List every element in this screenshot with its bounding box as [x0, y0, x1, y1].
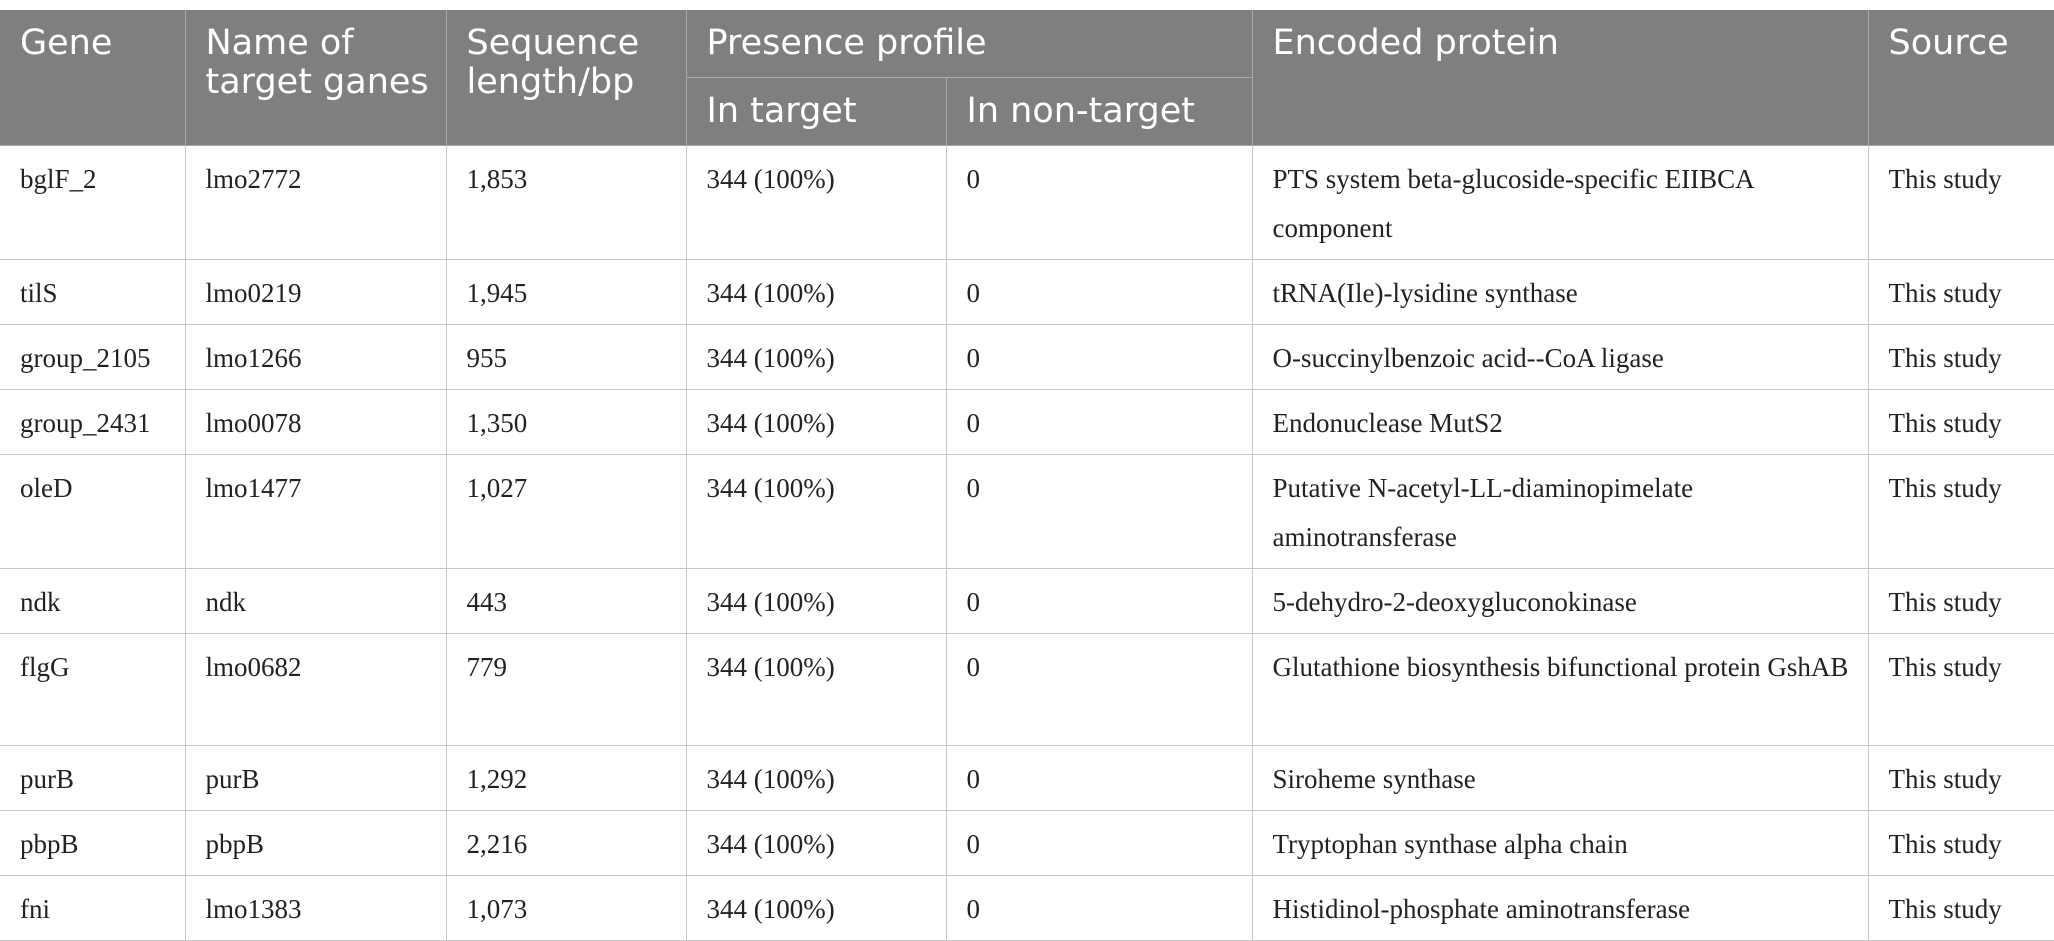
cell-in-target: 344 (100%) — [685, 259, 947, 325]
cell-gene: purB — [0, 745, 186, 811]
cell-length: 1,853 — [445, 145, 687, 260]
cell-length: 1,945 — [445, 259, 687, 325]
cell-source: This study — [1867, 389, 2054, 455]
table-row: oleD lmo1477 1,027 344 (100%) 0 Putative… — [0, 454, 2054, 569]
cell-target: purB — [184, 745, 447, 811]
cell-protein: tRNA(Ile)-lysidine synthase — [1251, 259, 1869, 325]
cell-in-target: 344 (100%) — [685, 633, 947, 746]
gene-table: Gene Name of target ganes Sequence lengt… — [0, 10, 2054, 941]
cell-in-target: 344 (100%) — [685, 810, 947, 876]
header-in-non-target: In non-target — [945, 77, 1252, 146]
cell-target: lmo1383 — [184, 875, 447, 941]
table-body: bglF_2 lmo2772 1,853 344 (100%) 0 PTS sy… — [0, 145, 2054, 941]
cell-source: This study — [1867, 810, 2054, 876]
cell-length: 443 — [445, 568, 687, 634]
cell-target: lmo0682 — [184, 633, 447, 746]
cell-target: lmo1477 — [184, 454, 447, 569]
cell-in-non-target: 0 — [945, 389, 1253, 455]
cell-source: This study — [1867, 259, 2054, 325]
cell-in-target: 344 (100%) — [685, 145, 947, 260]
cell-in-non-target: 0 — [945, 810, 1253, 876]
cell-in-non-target: 0 — [945, 633, 1253, 746]
cell-in-target: 344 (100%) — [685, 568, 947, 634]
header-gene: Gene — [0, 10, 186, 146]
cell-in-non-target: 0 — [945, 745, 1253, 811]
cell-source: This study — [1867, 568, 2054, 634]
header-presence-profile: Presence profile — [685, 10, 1253, 78]
cell-in-target: 344 (100%) — [685, 875, 947, 941]
cell-source: This study — [1867, 745, 2054, 811]
cell-in-target: 344 (100%) — [685, 454, 947, 569]
cell-gene: oleD — [0, 454, 186, 569]
cell-in-non-target: 0 — [945, 568, 1253, 634]
header-sequence-length: Sequence length/bp — [445, 10, 687, 146]
cell-length: 2,216 — [445, 810, 687, 876]
cell-gene: ndk — [0, 568, 186, 634]
table-row: group_2431 lmo0078 1,350 344 (100%) 0 En… — [0, 389, 2054, 455]
cell-source: This study — [1867, 875, 2054, 941]
table-row: tilS lmo0219 1,945 344 (100%) 0 tRNA(Ile… — [0, 259, 2054, 325]
cell-protein: Siroheme synthase — [1251, 745, 1869, 811]
cell-target: lmo2772 — [184, 145, 447, 260]
table-row: purB purB 1,292 344 (100%) 0 Siroheme sy… — [0, 745, 2054, 811]
cell-in-target: 344 (100%) — [685, 389, 947, 455]
cell-source: This study — [1867, 633, 2054, 746]
cell-gene: group_2105 — [0, 324, 186, 390]
cell-gene: bglF_2 — [0, 145, 186, 260]
table-row: group_2105 lmo1266 955 344 (100%) 0 O-su… — [0, 324, 2054, 390]
table-row: ndk ndk 443 344 (100%) 0 5-dehydro-2-deo… — [0, 568, 2054, 634]
cell-protein: O-succinylbenzoic acid--CoA ligase — [1251, 324, 1869, 390]
cell-protein: Endonuclease MutS2 — [1251, 389, 1869, 455]
cell-target: lmo0219 — [184, 259, 447, 325]
cell-length: 779 — [445, 633, 687, 746]
cell-protein: Tryptophan synthase alpha chain — [1251, 810, 1869, 876]
cell-target: lmo0078 — [184, 389, 447, 455]
cell-gene: group_2431 — [0, 389, 186, 455]
cell-in-non-target: 0 — [945, 145, 1253, 260]
header-encoded-protein: Encoded protein — [1251, 10, 1869, 146]
cell-gene: pbpB — [0, 810, 186, 876]
cell-target: ndk — [184, 568, 447, 634]
cell-source: This study — [1867, 145, 2054, 260]
table-row: fni lmo1383 1,073 344 (100%) 0 Histidino… — [0, 875, 2054, 941]
cell-source: This study — [1867, 324, 2054, 390]
cell-gene: flgG — [0, 633, 186, 746]
cell-in-non-target: 0 — [945, 454, 1253, 569]
cell-protein: 5-dehydro-2-deoxygluconokinase — [1251, 568, 1869, 634]
gene-table-container: Gene Name of target ganes Sequence lengt… — [0, 10, 2054, 941]
header-in-target: In target — [686, 77, 947, 146]
cell-source: This study — [1867, 454, 2054, 569]
cell-protein: Glutathione biosynthesis bifunctional pr… — [1251, 633, 1869, 746]
cell-target: pbpB — [184, 810, 447, 876]
cell-in-target: 344 (100%) — [685, 745, 947, 811]
cell-in-target: 344 (100%) — [685, 324, 947, 390]
cell-length: 1,027 — [445, 454, 687, 569]
cell-length: 1,350 — [445, 389, 687, 455]
cell-length: 1,292 — [445, 745, 687, 811]
cell-gene: fni — [0, 875, 186, 941]
table-row: flgG lmo0682 779 344 (100%) 0 Glutathion… — [0, 633, 2054, 746]
header-source: Source — [1867, 10, 2054, 146]
cell-protein: PTS system beta-glucoside-specific EIIBC… — [1251, 145, 1869, 260]
cell-in-non-target: 0 — [945, 875, 1253, 941]
table-row: pbpB pbpB 2,216 344 (100%) 0 Tryptophan … — [0, 810, 2054, 876]
cell-protein: Putative N-acetyl-LL-diaminopimelate ami… — [1251, 454, 1869, 569]
cell-length: 1,073 — [445, 875, 687, 941]
cell-protein: Histidinol-phosphate aminotransferase — [1251, 875, 1869, 941]
cell-in-non-target: 0 — [945, 324, 1253, 390]
cell-gene: tilS — [0, 259, 186, 325]
cell-target: lmo1266 — [184, 324, 447, 390]
cell-in-non-target: 0 — [945, 259, 1253, 325]
header-name-of-target: Name of target ganes — [184, 10, 447, 146]
table-row: bglF_2 lmo2772 1,853 344 (100%) 0 PTS sy… — [0, 145, 2054, 260]
table-header: Gene Name of target ganes Sequence lengt… — [0, 10, 2054, 146]
cell-length: 955 — [445, 324, 687, 390]
